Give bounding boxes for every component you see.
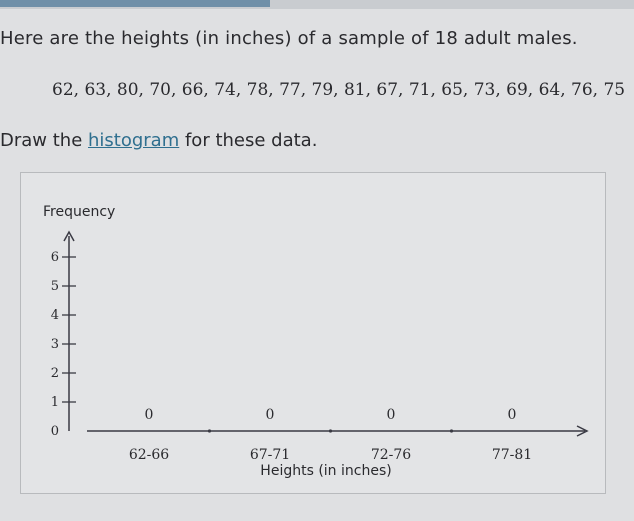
instruction-text: Draw the histogram for these data. [0, 130, 317, 151]
top-bar [0, 0, 634, 9]
y-tick-label-6: 6 [51, 250, 59, 265]
instruction-prefix: Draw the [0, 130, 88, 151]
histogram-graph-panel[interactable]: Frequency 0 1 2 3 4 5 6 62-66 67-71 72-76 77-81 0… [20, 172, 606, 494]
y-tick-label-3: 3 [51, 337, 59, 352]
y-tick-label-0: 0 [51, 424, 59, 439]
bar-value-label-72-76: 0 [387, 407, 396, 423]
bar-value-label-67-71: 0 [266, 407, 275, 423]
bars[interactable]: 0 0 0 0 [145, 407, 517, 423]
y-axis-label: Frequency [43, 204, 115, 220]
y-tick-label-5: 5 [51, 279, 59, 294]
x-axis-arrow [576, 425, 589, 437]
y-axis-arrow [63, 230, 75, 242]
y-tick-label-2: 2 [51, 366, 59, 381]
category-label-67-71: 67-71 [250, 447, 290, 463]
height-data-values: 62, 63, 80, 70, 66, 74, 78, 77, 79, 81, … [52, 80, 626, 100]
category-label-62-66: 62-66 [129, 447, 169, 463]
bar-value-label-62-66: 0 [145, 407, 154, 423]
bar-value-label-77-81: 0 [508, 407, 517, 423]
histogram-link[interactable]: histogram [88, 130, 180, 151]
category-label-72-76: 72-76 [371, 447, 411, 463]
y-axis: 0 1 2 3 4 5 6 [51, 230, 76, 439]
top-bar-accent [0, 0, 270, 7]
x-axis-label: Heights (in inches) [260, 463, 391, 479]
question-prompt: Here are the heights (in inches) of a sa… [0, 28, 578, 49]
instruction-suffix: for these data. [179, 130, 318, 151]
x-axis: 62-66 67-71 72-76 77-81 [87, 425, 589, 463]
histogram-chart[interactable]: Frequency 0 1 2 3 4 5 6 62-66 67-71 72-76 77-81 0… [21, 173, 607, 495]
y-tick-label-1: 1 [51, 395, 59, 410]
category-label-77-81: 77-81 [492, 447, 532, 463]
y-tick-label-4: 4 [51, 308, 59, 323]
bin-boundary-dot [207, 429, 212, 433]
bin-boundary-dot [449, 429, 454, 433]
bin-boundary-dot [328, 429, 333, 433]
